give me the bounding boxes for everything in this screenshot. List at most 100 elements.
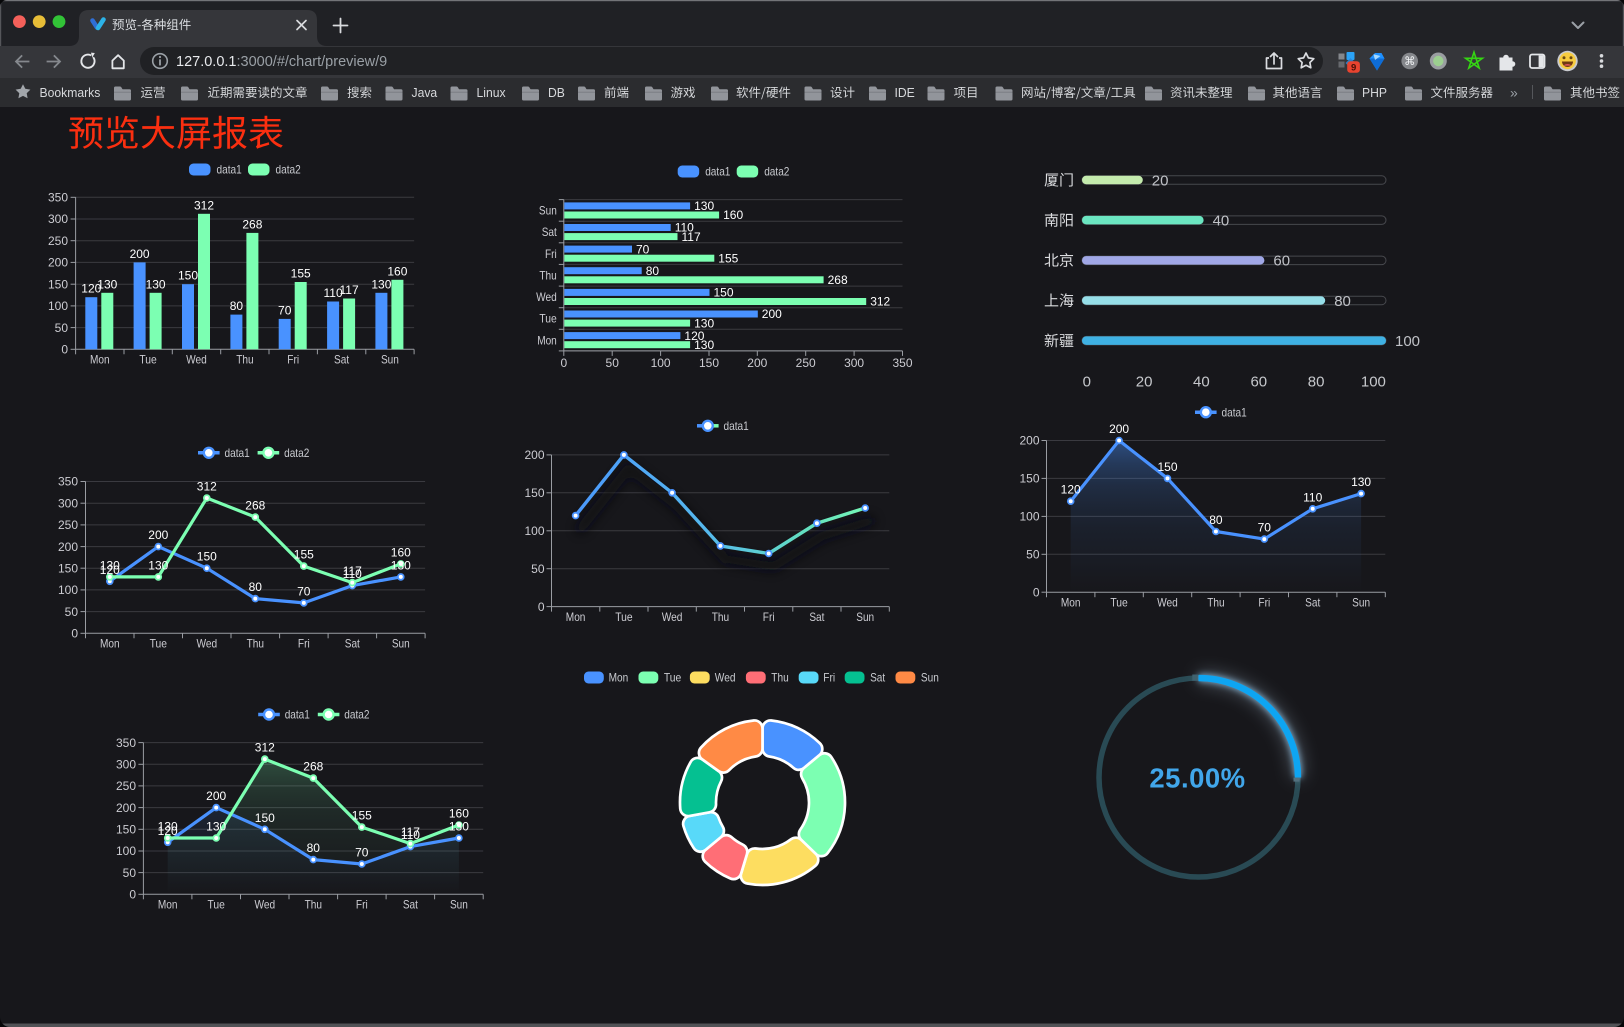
svg-text:data2: data2: [344, 708, 369, 722]
svg-text:Thu: Thu: [247, 637, 264, 651]
svg-text:Mon: Mon: [1061, 596, 1081, 610]
svg-text:150: 150: [58, 561, 78, 575]
svg-text:155: 155: [294, 548, 314, 562]
svg-text:data1: data1: [225, 446, 250, 460]
svg-text:160: 160: [387, 264, 407, 278]
svg-text:80: 80: [249, 580, 263, 594]
svg-text:80: 80: [1308, 374, 1325, 391]
svg-text:350: 350: [116, 736, 136, 750]
svg-text:200: 200: [48, 256, 68, 270]
svg-text:160: 160: [391, 545, 411, 559]
svg-text:250: 250: [796, 356, 816, 370]
svg-text:Fri: Fri: [763, 610, 775, 624]
svg-text:Sun: Sun: [921, 671, 939, 685]
svg-text:Sat: Sat: [1305, 596, 1321, 610]
svg-text:100: 100: [58, 583, 78, 597]
svg-text:130: 130: [371, 277, 391, 291]
svg-text:130: 130: [158, 820, 178, 834]
svg-text:268: 268: [242, 217, 262, 231]
svg-text:Wed: Wed: [662, 610, 683, 624]
svg-text:300: 300: [48, 212, 68, 226]
svg-text:120: 120: [1061, 483, 1081, 497]
svg-text:100: 100: [48, 299, 68, 313]
svg-text:70: 70: [297, 584, 311, 598]
svg-text:200: 200: [130, 247, 150, 261]
svg-text:9: 9: [1351, 62, 1356, 73]
svg-text:50: 50: [531, 562, 545, 576]
svg-text:100: 100: [651, 356, 671, 370]
svg-text:150: 150: [116, 823, 136, 837]
svg-text:Fri: Fri: [287, 353, 299, 367]
svg-text:Sat: Sat: [345, 637, 361, 651]
svg-text:80: 80: [1334, 293, 1351, 310]
svg-text:80: 80: [307, 841, 321, 855]
svg-text:PHP: PHP: [1362, 85, 1387, 100]
svg-text:150: 150: [255, 811, 275, 825]
svg-text:120: 120: [81, 282, 101, 296]
svg-text:150: 150: [1157, 460, 1177, 474]
svg-text:312: 312: [194, 198, 214, 212]
svg-text:Wed: Wed: [254, 898, 275, 912]
svg-text:200: 200: [747, 356, 767, 370]
svg-text:250: 250: [48, 234, 68, 248]
svg-text:120: 120: [684, 329, 704, 343]
svg-text:130: 130: [1351, 475, 1371, 489]
svg-text:250: 250: [116, 779, 136, 793]
svg-text:80: 80: [1209, 513, 1223, 527]
svg-text:40: 40: [1213, 213, 1230, 230]
svg-text:127.0.0.1: 127.0.0.1: [176, 54, 236, 70]
svg-text:Sun: Sun: [381, 353, 399, 367]
svg-text:25.00%: 25.00%: [1149, 763, 1245, 794]
svg-text:Fri: Fri: [298, 637, 310, 651]
svg-text:Sun: Sun: [1352, 596, 1370, 610]
svg-text:60: 60: [1273, 253, 1290, 270]
svg-text:Mon: Mon: [537, 333, 557, 347]
svg-text:155: 155: [352, 809, 372, 823]
svg-text:350: 350: [892, 356, 912, 370]
svg-text:Fri: Fri: [1258, 596, 1270, 610]
svg-text:150: 150: [48, 277, 68, 291]
svg-text:100: 100: [1019, 510, 1039, 524]
svg-text:130: 130: [206, 820, 226, 834]
svg-text:Sat: Sat: [334, 353, 350, 367]
svg-text:»: »: [1510, 85, 1518, 101]
svg-text:Tue: Tue: [139, 353, 157, 367]
svg-text:0: 0: [71, 627, 78, 641]
svg-text:350: 350: [58, 475, 78, 489]
svg-text:100: 100: [524, 524, 544, 538]
svg-text:120: 120: [158, 824, 178, 838]
svg-text:155: 155: [718, 251, 738, 265]
svg-text:Thu: Thu: [539, 268, 556, 282]
svg-text:155: 155: [291, 267, 311, 281]
svg-text:160: 160: [449, 807, 469, 821]
svg-text:80: 80: [230, 299, 244, 313]
svg-text:130: 130: [694, 199, 714, 213]
svg-text:data1: data1: [217, 163, 242, 177]
svg-text:350: 350: [48, 191, 68, 205]
svg-text:Mon: Mon: [100, 637, 120, 651]
svg-text:data2: data2: [764, 165, 789, 179]
svg-text:Sat: Sat: [809, 610, 825, 624]
svg-text:312: 312: [870, 295, 890, 309]
svg-text:Thu: Thu: [1207, 596, 1224, 610]
svg-text:130: 130: [449, 820, 469, 834]
svg-text:268: 268: [245, 499, 265, 513]
svg-text:40: 40: [1193, 374, 1210, 391]
svg-text:300: 300: [844, 356, 864, 370]
svg-text:200: 200: [116, 801, 136, 815]
svg-text:130: 130: [391, 558, 411, 572]
svg-text:Wed: Wed: [715, 671, 736, 685]
svg-text:130: 130: [694, 316, 714, 330]
svg-text:70: 70: [636, 242, 650, 256]
svg-text:117: 117: [401, 825, 420, 839]
svg-text:Mon: Mon: [158, 898, 178, 912]
svg-text:312: 312: [255, 741, 275, 755]
svg-text:IDE: IDE: [895, 85, 915, 100]
svg-text:200: 200: [524, 448, 544, 462]
svg-text:0: 0: [1033, 585, 1040, 599]
svg-text:Java: Java: [412, 85, 439, 100]
svg-text:Fri: Fri: [356, 898, 368, 912]
svg-text:Tue: Tue: [615, 610, 633, 624]
svg-text:110: 110: [401, 828, 420, 842]
svg-text:268: 268: [303, 760, 323, 774]
